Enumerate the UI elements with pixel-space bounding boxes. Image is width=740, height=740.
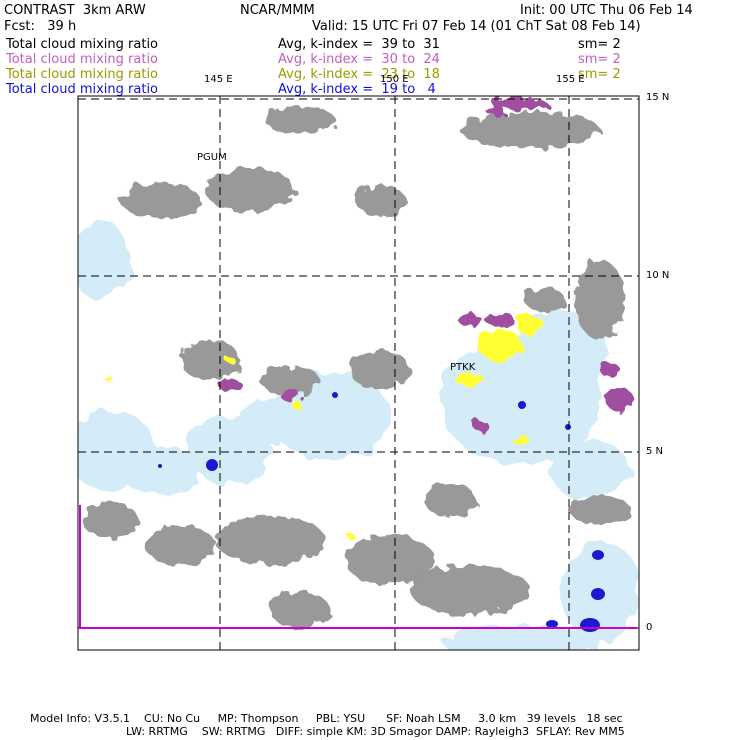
field-name-3: Total cloud mixing ratio	[6, 67, 159, 82]
init-time: Init: 00 UTC Thu 06 Feb 14	[520, 3, 693, 18]
lat-label-10n: 10 N	[646, 270, 670, 281]
footer-model-info: Model Info: V3.5.1 CU: No Cu MP: Thompso…	[30, 712, 623, 725]
field-stats-4: Avg, k-index = 19 to 4	[278, 82, 436, 97]
cloud-layer-magenta	[218, 98, 634, 430]
lat-label-0: 0	[646, 622, 653, 633]
field-stats-1: Avg, k-index = 39 to 31	[278, 37, 440, 52]
map-frame	[77, 95, 640, 651]
center-name: NCAR/MMM	[240, 3, 315, 18]
field-name-4: Total cloud mixing ratio	[6, 82, 159, 97]
lon-label-150: 150 E	[380, 74, 409, 85]
model-name: CONTRAST 3km ARW	[4, 3, 146, 18]
field-smooth-3: sm= 2	[578, 67, 621, 82]
cloud-layer-yellow	[106, 315, 544, 538]
forecast-hour: Fcst: 39 h	[4, 19, 77, 34]
valid-time: Valid: 15 UTC Fri 07 Feb 14 (01 ChT Sat …	[312, 19, 641, 34]
lon-label-155: 155 E	[556, 74, 585, 85]
station-pgum: PGUM	[197, 152, 227, 163]
inner-domain-boundary	[79, 505, 637, 629]
station-ptkk: PTKK	[450, 362, 476, 373]
lat-label-5n: 5 N	[646, 446, 664, 457]
field-smooth-2: sm= 2	[578, 52, 621, 67]
field-smooth-1: sm= 2	[578, 37, 621, 52]
lon-label-145: 145 E	[204, 74, 233, 85]
field-stats-3: Avg, k-index = 23 to 18	[278, 67, 440, 82]
field-name-1: Total cloud mixing ratio	[6, 37, 159, 52]
cloud-layer-lightblue	[78, 220, 639, 650]
field-name-2: Total cloud mixing ratio	[6, 52, 159, 67]
field-stats-2: Avg, k-index = 30 to 24	[278, 52, 440, 67]
footer-physics-info: LW: RRTMG SW: RRTMG DIFF: simple KM: 3D …	[126, 725, 625, 738]
cloud-layer-gray	[82, 106, 630, 628]
lat-label-15n: 15 N	[646, 92, 670, 103]
